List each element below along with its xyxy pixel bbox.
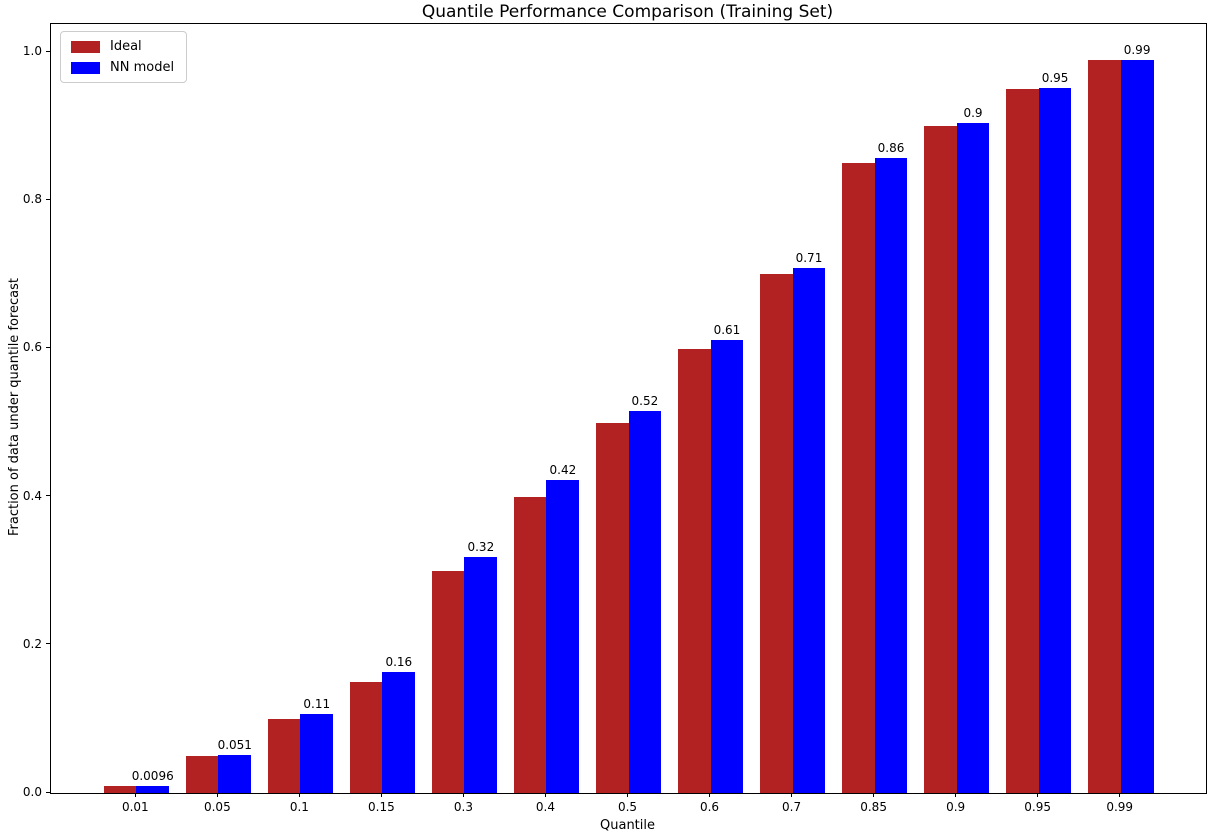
x-tick-label: 0.5 (617, 800, 638, 814)
bar-ideal-0.85 (841, 163, 875, 793)
x-tick-mark (873, 793, 875, 797)
y-axis-label: Fraction of data under quantile forecast (7, 277, 22, 537)
bar-nn-model-0.01 (136, 785, 170, 793)
legend-swatch-ideal (71, 40, 100, 53)
y-tick-mark (46, 346, 50, 348)
bar-value-label: 0.86 (877, 141, 905, 156)
y-tick-mark (46, 198, 50, 200)
x-tick-mark (709, 793, 711, 797)
bar-nn-model-0.99 (1120, 59, 1154, 793)
x-tick-mark (955, 793, 957, 797)
x-tick-mark (380, 793, 382, 797)
x-tick-label: 0.85 (860, 800, 887, 814)
x-axis-label: Quantile (600, 818, 655, 833)
x-tick-mark (1119, 793, 1121, 797)
bar-nn-model-0.15 (382, 672, 416, 793)
x-tick-label: 0.15 (368, 800, 395, 814)
bar-value-label: 0.0096 (131, 768, 174, 783)
bar-nn-model-0.6 (710, 340, 744, 793)
x-tick-label: 0.05 (203, 800, 231, 814)
bar-ideal-0.6 (677, 348, 711, 793)
x-tick-label: 0.99 (1106, 800, 1134, 814)
bar-ideal-0.5 (595, 422, 629, 793)
bar-value-label: 0.71 (795, 250, 823, 265)
x-tick-label: 0.1 (289, 800, 309, 814)
bar-nn-model-0.95 (1038, 88, 1072, 793)
bar-ideal-0.3 (431, 570, 465, 793)
y-tick-mark (46, 495, 50, 497)
y-tick-mark (46, 643, 50, 645)
x-tick-label: 0.3 (453, 800, 473, 814)
bar-ideal-0.1 (267, 718, 301, 793)
bar-ideal-0.95 (1005, 89, 1039, 793)
chart-title: Quantile Performance Comparison (Trainin… (421, 2, 834, 22)
y-tick-label: 0.2 (22, 636, 42, 651)
y-tick-mark (46, 50, 50, 52)
x-tick-mark (216, 793, 218, 797)
bar-value-label: 0.32 (467, 540, 495, 555)
bar-nn-model-0.85 (874, 158, 908, 793)
x-tick-label: 0.6 (699, 800, 720, 814)
x-tick-mark (462, 793, 464, 797)
x-tick-mark (134, 793, 136, 797)
x-tick-label: 0.7 (782, 800, 802, 814)
y-tick-label: 0.8 (22, 192, 42, 207)
legend-item-ideal: Ideal (71, 39, 174, 54)
bar-value-label: 0.11 (303, 696, 331, 711)
bar-value-label: 0.42 (549, 463, 577, 478)
x-tick-label: 0.01 (121, 800, 149, 814)
bar-ideal-0.7 (759, 274, 793, 793)
bar-nn-model-0.3 (464, 557, 498, 793)
bar-ideal-0.15 (349, 681, 383, 793)
x-tick-label: 0.95 (1024, 800, 1052, 814)
legend-label-nn-model: NN model (110, 60, 175, 75)
x-tick-label: 0.9 (946, 800, 966, 814)
bar-value-label: 0.52 (631, 393, 659, 408)
y-tick-label: 0.0 (22, 785, 42, 799)
bar-value-label: 0.051 (217, 738, 252, 753)
bar-nn-model-0.05 (218, 755, 252, 793)
bar-nn-model-0.7 (792, 267, 826, 793)
bar-nn-model-0.4 (546, 480, 580, 793)
bar-value-label: 0.99 (1123, 42, 1151, 57)
y-tick-mark (46, 791, 50, 793)
bar-value-label: 0.95 (1041, 71, 1069, 86)
y-tick-label: 1.0 (22, 44, 42, 59)
x-tick-mark (298, 793, 300, 797)
bar-ideal-0.05 (185, 755, 219, 793)
legend: Ideal NN model (60, 31, 188, 83)
legend-item-nn-model: NN model (71, 60, 174, 75)
plot-area: 0.0096 0.051 0.11 0.16 0.32 0.42 0.52 0.61 0.71 0… (50, 23, 1207, 794)
bar-ideal-0.9 (923, 126, 957, 793)
legend-swatch-nn-model (71, 61, 100, 74)
x-tick-mark (791, 793, 793, 797)
bar-ideal-0.4 (513, 496, 547, 793)
x-tick-mark (627, 793, 628, 797)
y-tick-label: 0.4 (22, 488, 42, 503)
bar-value-label: 0.9 (963, 106, 983, 121)
bar-value-label: 0.61 (713, 323, 741, 338)
bar-ideal-0.99 (1087, 59, 1121, 793)
bar-ideal-0.01 (103, 785, 137, 793)
y-tick-label: 0.6 (22, 340, 42, 355)
legend-label-ideal: Ideal (110, 39, 142, 54)
bar-value-label: 0.16 (385, 655, 413, 670)
bar-nn-model-0.9 (956, 123, 990, 793)
x-tick-label: 0.4 (535, 800, 556, 814)
bar-nn-model-0.1 (300, 713, 334, 793)
x-tick-mark (1037, 793, 1039, 797)
x-tick-mark (544, 793, 546, 797)
bar-nn-model-0.5 (628, 410, 662, 793)
